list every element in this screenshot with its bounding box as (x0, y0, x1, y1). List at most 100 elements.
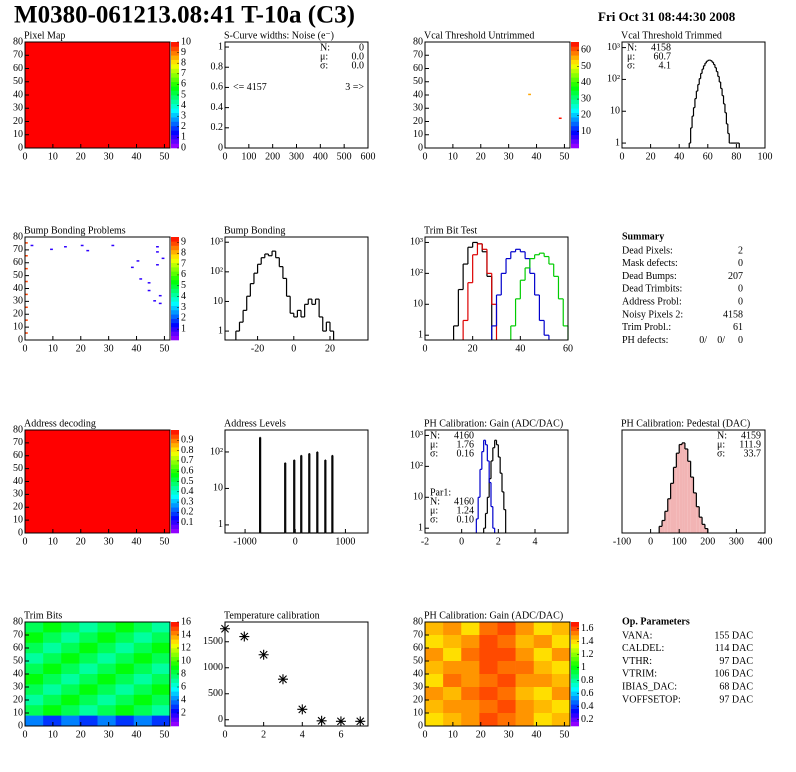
cell (115, 622, 135, 633)
x-tick-label: -20 (251, 343, 264, 354)
colorbar-step (171, 430, 179, 435)
colorbar-label: 0.9 (181, 435, 194, 446)
frame (224, 621, 369, 727)
y-tick-label: 60 (13, 642, 23, 653)
cell (533, 622, 553, 636)
colorbar-step (171, 262, 179, 268)
colorbar-step (171, 434, 179, 439)
stats-label: σ: (627, 60, 635, 71)
cell (61, 663, 80, 675)
stats-label: N: (320, 42, 330, 53)
y-tick-label: 1000 (203, 662, 223, 673)
x-tick-label: -1000 (233, 536, 256, 547)
colorbar-step (171, 635, 179, 640)
colorbar-step (571, 622, 579, 627)
colorbar-step (171, 639, 179, 644)
row-value: 114 DAC (715, 643, 754, 654)
cell (425, 713, 444, 727)
cell (515, 661, 535, 675)
y-tick-label: 40 (13, 89, 23, 100)
colorbar-step (171, 652, 179, 657)
cell (461, 635, 480, 649)
y-tick-label: 80 (13, 424, 23, 435)
cell (533, 687, 553, 701)
cell (425, 674, 444, 688)
cell (43, 622, 62, 633)
colorbar-label: 4 (181, 291, 186, 302)
page-title: M0380-061213.08:41 T-10a (C3) (14, 2, 355, 29)
panel-title: Address Levels (224, 418, 286, 429)
bin-fill (662, 520, 665, 533)
x-tick-label: 0 (291, 343, 296, 354)
row-value: 0/ (717, 335, 725, 346)
cell (151, 622, 171, 633)
panel-title: PH Calibration: Gain (ADC/DAC) (424, 610, 563, 621)
colorbar-label: 60 (581, 44, 591, 55)
x-tick-label: 20 (76, 343, 86, 354)
colorbar-step (171, 64, 179, 69)
cell (115, 715, 135, 727)
stats-value: 4159 (741, 430, 761, 441)
colorbar-step (171, 125, 179, 131)
x-tick-label: 200 (265, 151, 280, 162)
cell (443, 713, 462, 727)
colorbar-step (171, 498, 179, 504)
x-tick-label: 50 (159, 729, 169, 740)
stats-label: N: (430, 496, 440, 507)
stats-label: σ: (717, 448, 725, 459)
stats-value: 111.9 (739, 439, 761, 450)
colorbar-step (571, 652, 579, 657)
row-value: 0 (738, 335, 743, 346)
colorbar-step (171, 472, 179, 478)
colorbar-step (171, 134, 179, 140)
row-label: VOFFSETOP: (622, 694, 681, 705)
y-tick-label: 10³ (607, 42, 620, 53)
x-tick-label: 2 (496, 536, 501, 547)
cell (79, 684, 98, 696)
y-tick-label: 50 (413, 655, 423, 666)
panel-title: PH Calibration: Pedestal (DAC) (621, 418, 750, 429)
colorbar-step (571, 55, 579, 60)
colorbar-label: 2 (181, 121, 186, 132)
colorbar-label: 1 (181, 132, 186, 143)
colorbar-step (171, 46, 179, 52)
colorbar-step (171, 691, 179, 696)
cell (115, 642, 135, 654)
x-tick-label: 20 (476, 729, 486, 740)
colorbar-step (171, 468, 179, 474)
row-value: 0 (738, 296, 743, 307)
cell (151, 694, 171, 706)
frame (224, 41, 369, 149)
colorbar-step (571, 700, 579, 705)
marker (277, 674, 288, 685)
y-tick-label: 10 (213, 296, 223, 307)
cell (25, 653, 44, 664)
cell (156, 246, 159, 248)
frame (621, 429, 766, 534)
marker (335, 716, 346, 727)
colorbar-step (171, 643, 179, 649)
cell (136, 260, 140, 262)
y-tick-label: 50 (13, 655, 23, 666)
colorbar-step (171, 112, 179, 118)
colorbar-step (571, 643, 579, 649)
y-tick-label: 0.8 (211, 62, 224, 73)
x-tick-label: 10 (48, 151, 58, 162)
cell (551, 700, 571, 714)
bin-fill (664, 511, 668, 533)
colorbar-label: 0.5 (181, 476, 194, 487)
y-tick-label: 50 (13, 270, 23, 281)
colorbar-step (171, 292, 179, 298)
cell (97, 632, 116, 644)
cell (533, 661, 553, 675)
colorbar-step (171, 451, 179, 457)
row-label: Mask defects: (622, 258, 678, 269)
cell (479, 635, 498, 649)
colorbar-step (171, 143, 179, 149)
y-tick-label: 10 (413, 492, 423, 503)
colorbar-step (571, 68, 579, 74)
colorbar-step (171, 331, 179, 337)
colorbar-label: 8 (181, 668, 186, 679)
stats-label: σ: (430, 448, 438, 459)
cell (151, 674, 171, 685)
